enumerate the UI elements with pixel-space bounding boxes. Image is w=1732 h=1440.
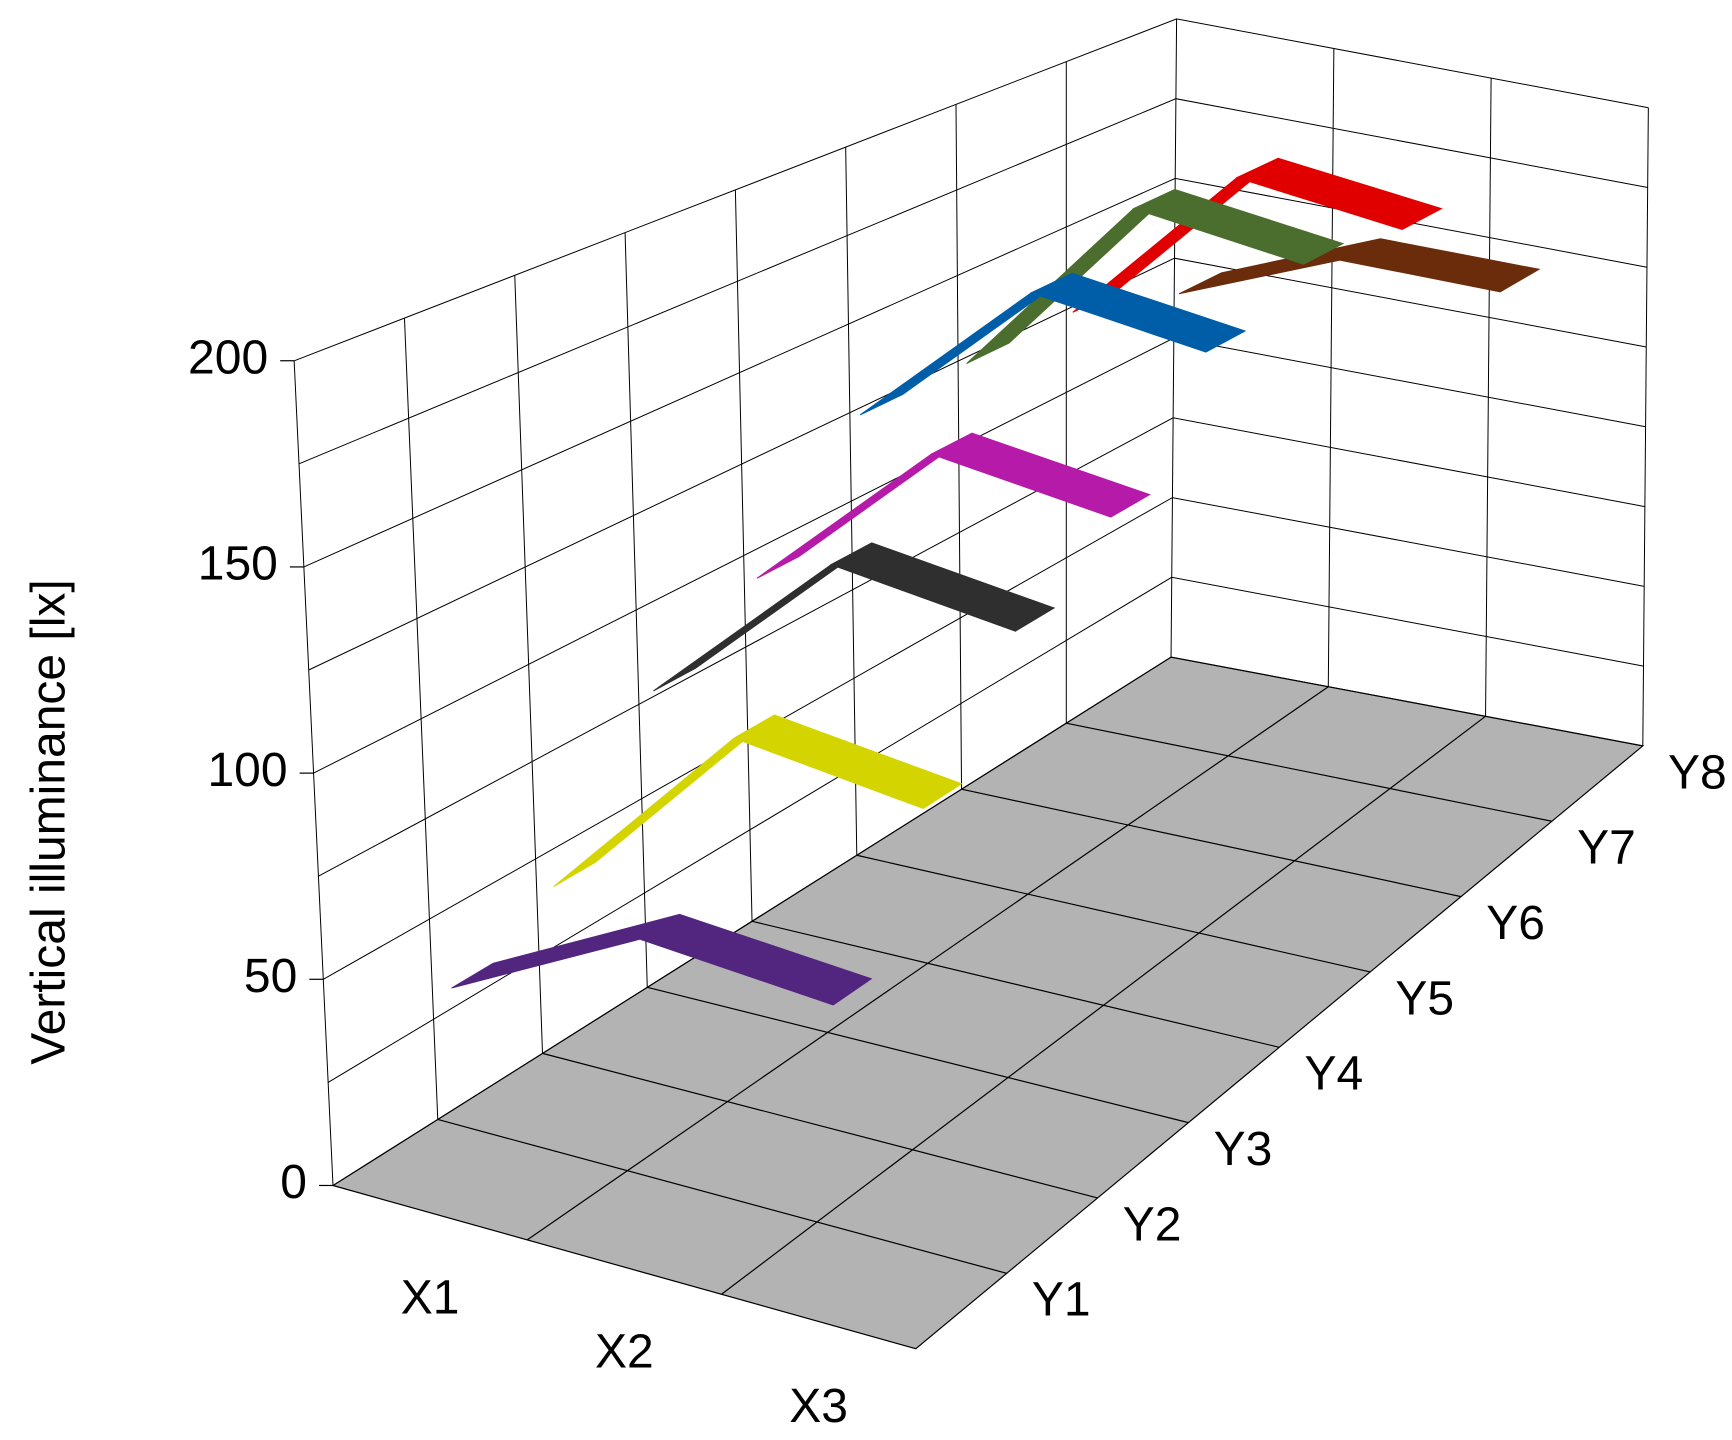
grid-line	[332, 656, 1643, 1186]
floor-grid-line	[1066, 722, 1553, 822]
minor-grid-line	[308, 257, 1647, 671]
floor-grid-line	[961, 788, 1462, 898]
grid-line	[323, 497, 1645, 980]
y-tick-label: 50	[244, 950, 297, 1003]
y-axis-title: Vertical illuminance [lx]	[23, 579, 76, 1065]
ribbon-segment	[930, 432, 1151, 518]
minor-grid-line	[298, 98, 1648, 465]
ribbon-segment	[638, 913, 873, 1006]
floor-grid-line	[721, 715, 1486, 1295]
legend-label: Y3	[1214, 1123, 1273, 1176]
x-tick-label: X3	[789, 1380, 848, 1433]
y-tick-label: 150	[198, 538, 278, 591]
floor-grid-line	[542, 1052, 1098, 1199]
minor-grid-line	[327, 576, 1644, 1083]
grid-line	[303, 177, 1648, 568]
minor-grid-line	[318, 417, 1645, 877]
ribbon-segment	[451, 913, 680, 989]
ribbon-segment	[1029, 272, 1247, 353]
ribbon-segment	[732, 714, 963, 810]
x-tick-label: X1	[401, 1271, 460, 1324]
legend-label: Y1	[1032, 1274, 1091, 1327]
y-tick-label: 100	[207, 744, 287, 797]
floor-grid-line	[751, 920, 1280, 1048]
ribbon-segment	[1338, 238, 1541, 293]
ribbon-segment	[829, 542, 1056, 632]
y-tick-label: 200	[188, 331, 268, 384]
legend-label: Y5	[1395, 972, 1454, 1025]
x-tick-label: X2	[595, 1326, 654, 1379]
ribbon-segment	[1132, 188, 1345, 265]
legend-label: Y8	[1668, 746, 1727, 799]
y-tick-label: 0	[280, 1156, 307, 1209]
legend-label: Y4	[1304, 1048, 1363, 1101]
grid-line	[294, 18, 1649, 362]
floor-grid-line	[647, 986, 1189, 1124]
floor-grid-line	[526, 686, 1329, 1241]
legend-label: Y2	[1123, 1198, 1182, 1251]
floor-grid-line	[856, 854, 1371, 973]
floor-grid-line	[437, 1118, 1007, 1274]
ribbon-segment	[1235, 157, 1443, 231]
legend-label: Y7	[1577, 822, 1636, 875]
grid-line	[313, 337, 1646, 774]
legend-label: Y6	[1486, 897, 1545, 950]
